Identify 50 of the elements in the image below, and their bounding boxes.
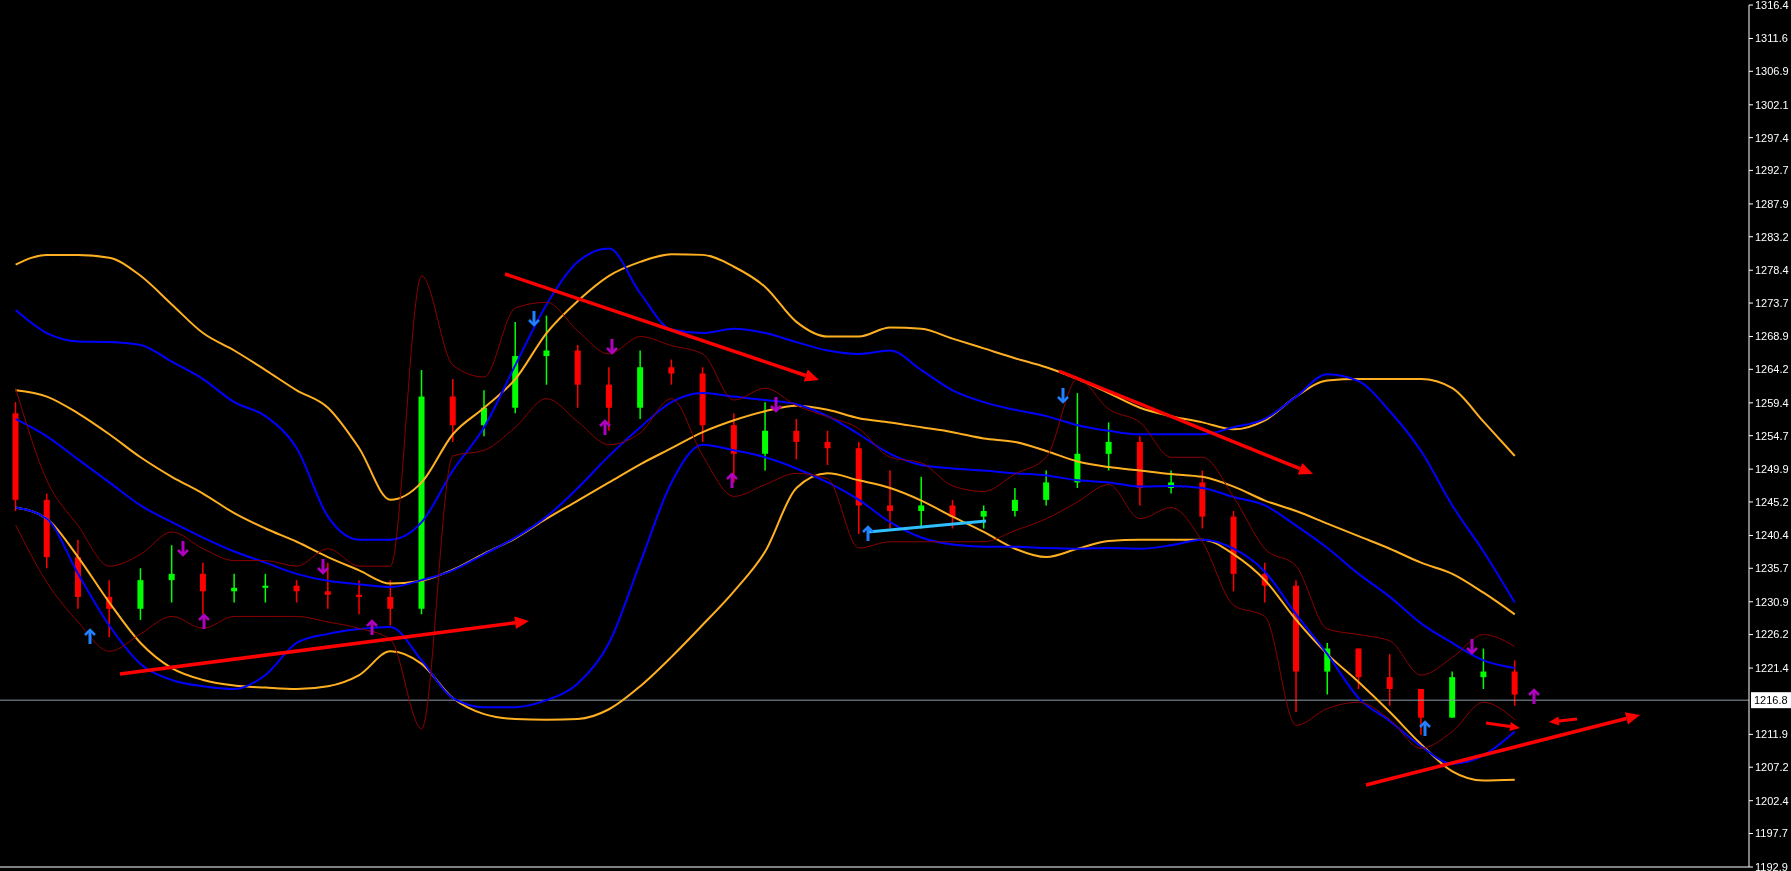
candlestick [793,418,800,461]
candlestick [199,561,206,616]
candlestick [1011,487,1018,518]
candlestick [887,469,893,530]
candlestick [824,430,831,466]
line-series [15,275,1516,676]
candlestick [262,573,269,604]
y-tick-label: 1240.4 [1755,529,1789,542]
line-series [14,392,1516,670]
y-tick-label: 1249.9 [1755,463,1789,476]
y-tick-label: 1235.7 [1755,562,1789,575]
y-tick-label: 1202.4 [1755,794,1789,807]
line-series [14,389,1516,616]
candlestick [1386,653,1393,707]
candlestick [387,579,394,627]
y-tick-label: 1230.9 [1755,595,1789,608]
y-tick-label: 1259.4 [1755,396,1789,409]
line-series [15,398,1516,749]
y-tick-label: 1207.2 [1755,761,1789,774]
y-tick-label: 1197.7 [1755,827,1788,840]
candlestick [1511,659,1518,707]
y-tick-label: 1211.9 [1755,728,1788,741]
candlestick [356,579,363,616]
line-series [14,247,1516,604]
candlestick [543,314,550,386]
y-tick-label: 1273.7 [1755,296,1789,309]
y-tick-label: 1283.2 [1755,230,1789,243]
y-tick-label: 1311.6 [1755,32,1788,45]
y-tick-label: 1268.9 [1755,330,1789,343]
candlestick [1043,469,1050,507]
y-tick-label: 1221.4 [1755,661,1789,674]
y-tick-label: 1192.9 [1755,860,1788,871]
y-tick-label: 1287.9 [1755,197,1789,210]
y-tick-label: 1254.7 [1755,429,1789,442]
y-tick-label: 1245.2 [1755,495,1789,508]
y-tick-label: 1316.4 [1755,0,1789,11]
candlestick [168,544,175,604]
ref-line-label: 1216.8 [1754,694,1788,707]
candlestick [668,358,675,386]
y-tick-label: 1226.2 [1755,628,1789,641]
candlestick [949,499,956,530]
y-tick-label: 1306.9 [1755,65,1789,78]
y-tick-label: 1278.4 [1755,264,1789,277]
y-tick-label: 1264.2 [1755,363,1789,376]
y-tick-label: 1292.7 [1755,164,1789,177]
line-series [14,253,1516,501]
candlestick [980,504,987,530]
y-tick-label: 1302.1 [1755,98,1789,111]
y-tick-label: 1297.4 [1755,131,1789,144]
candlestick [1105,421,1112,472]
